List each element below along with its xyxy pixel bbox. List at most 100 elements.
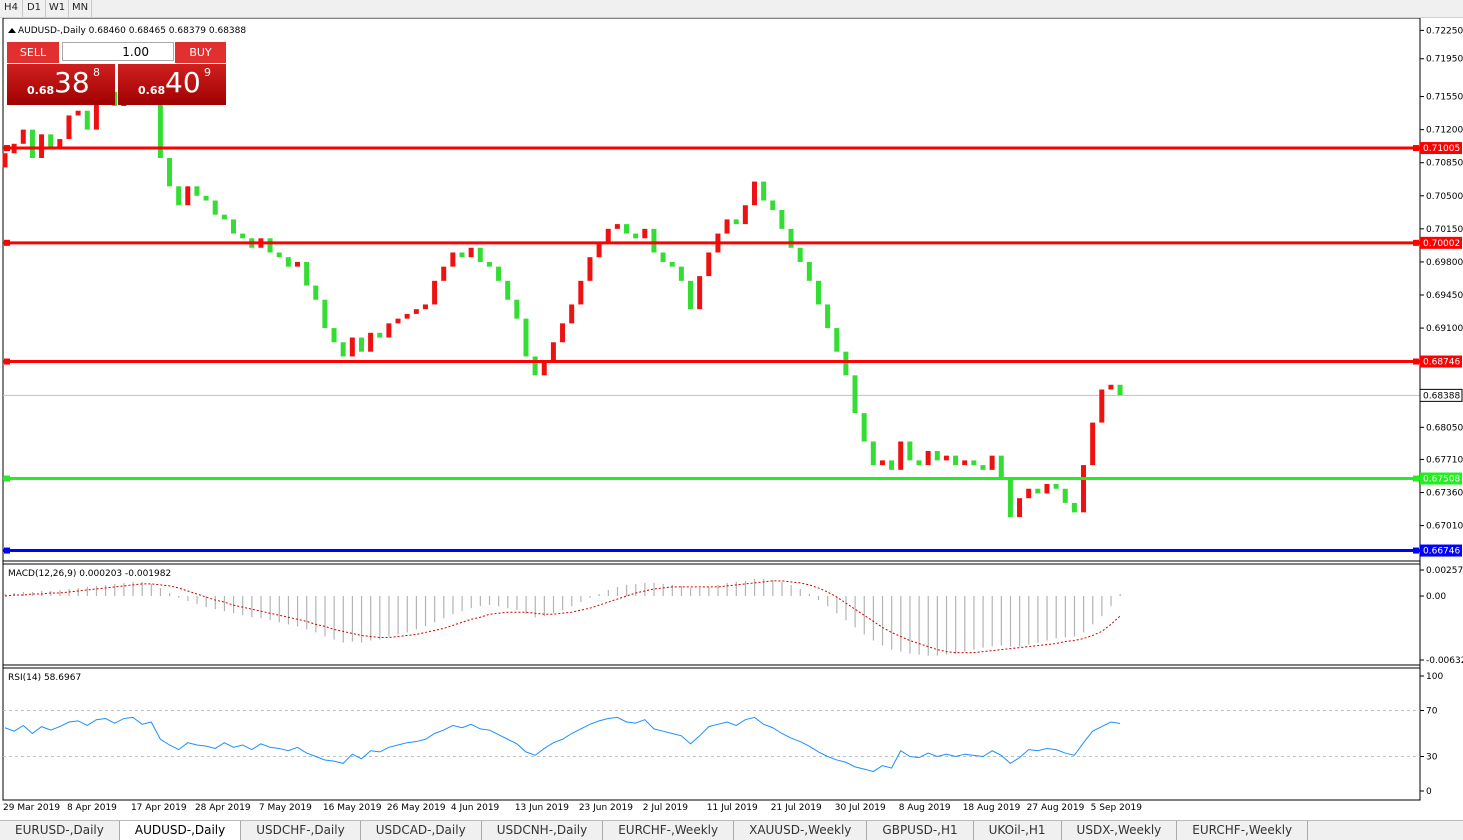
macd-bar [461,596,463,612]
x-tick-label: 21 Jul 2019 [771,803,822,813]
y-tick-label: 30 [1426,753,1438,763]
macd-bar [498,596,500,607]
y-tick-label: 0.69800 [1426,258,1463,268]
y-tick-label: 0.71950 [1426,55,1463,65]
macd-bar [662,583,664,597]
buy-price[interactable]: 0.68 40 9 [118,64,226,105]
candle [167,157,173,187]
chart-tab[interactable]: EURCHF-,Weekly [1177,821,1309,840]
candle [477,247,483,262]
candle [633,233,639,239]
candle [1062,488,1068,503]
candle [340,342,346,357]
macd-bar [479,596,481,607]
candle [916,460,922,466]
price-prefix: 0.68 [138,84,166,97]
volume-input[interactable]: 1.00 [62,42,174,61]
timeframe-button[interactable]: D1 [23,0,46,17]
candle [1053,484,1059,489]
candle [879,460,885,466]
macd-bar [982,596,984,648]
macd-bar [214,596,216,610]
macd-bar [324,596,326,637]
macd-bar [360,596,363,643]
macd-bar [178,596,180,599]
chart-tab[interactable]: EURCHF-,Weekly [603,821,735,840]
candle [368,332,374,352]
macd-bar [159,587,162,597]
y-tick-label: 0.67710 [1426,455,1463,465]
macd-bar [552,596,555,614]
candle [925,450,931,466]
candle [797,247,803,262]
macd-bar [726,582,728,597]
chart-tab[interactable]: XAUUSD-,Weekly [734,821,868,840]
x-tick-label: 2 Jul 2019 [643,803,688,813]
candle [605,228,611,244]
timeframe-toolbar: H4 D1 W1 MN [0,0,1463,18]
macd-bar [763,578,765,597]
sell-button[interactable]: SELL [7,42,59,63]
candle [285,257,291,267]
buy-button[interactable]: BUY [175,42,226,63]
level-handle [1413,239,1419,246]
sell-price[interactable]: 0.68 38 8 [7,64,115,105]
macd-bar [68,588,70,597]
candle [761,181,767,201]
timeframe-button[interactable]: H4 [0,0,23,17]
x-tick-label: 13 Jun 2019 [515,803,569,813]
macd-bar [607,589,609,597]
candle [496,266,502,281]
macd-bar [59,589,61,597]
chart-tab[interactable]: UKOil-,H1 [974,821,1062,840]
macd-bar [543,596,545,617]
macd-bar [50,590,52,597]
candle [304,261,310,286]
macd-bar [927,596,929,656]
chart-tab[interactable]: USDX-,Weekly [1062,821,1178,840]
candle [669,261,675,267]
level-handle [4,239,10,246]
chart-tab[interactable]: EURUSD-,Daily [0,821,120,840]
candle [624,224,630,234]
candle [29,129,35,158]
price-prefix: 0.68 [27,84,55,97]
macd-bar [635,583,637,597]
macd-bar [1064,596,1066,638]
candle [724,219,730,234]
chart-tab[interactable]: GBPUSD-,H1 [867,821,974,840]
timeframe-button[interactable]: W1 [46,0,69,17]
chart-tab[interactable]: AUDUSD-,Daily [119,821,242,840]
x-tick-label: 16 May 2019 [323,803,382,813]
macd-bar [845,596,847,621]
macd-bar [251,596,253,618]
candle [541,361,547,376]
candle [441,266,447,281]
candle [203,195,209,201]
candle [651,228,657,253]
chart-tab[interactable]: USDCNH-,Daily [482,821,604,840]
chart-title: AUDUSD-,Daily 0.68460 0.68465 0.68379 0.… [18,26,246,36]
macd-bar [918,596,920,655]
candle [934,450,940,461]
one-click-trading: SELL 1.00 BUY 0.68 38 8 0.68 40 9 [7,42,226,106]
candle [422,304,428,310]
macd-bar [223,596,226,612]
macd-bar [1119,593,1121,597]
macd-bar [945,596,948,655]
candle [578,280,584,305]
candle [898,441,904,470]
candle [331,328,337,343]
current-price-label: 0.68388 [1423,391,1460,401]
candle [523,318,529,357]
macd-bar [653,582,655,597]
candle [678,266,684,281]
timeframe-button[interactable]: MN [69,0,92,17]
chart-tab[interactable]: USDCHF-,Daily [241,821,361,840]
macd-bar [95,585,98,597]
chart-tab[interactable]: USDCAD-,Daily [361,821,482,840]
candle [212,200,218,215]
macd-bar [287,596,290,625]
y-tick-label: 100 [1426,672,1443,682]
